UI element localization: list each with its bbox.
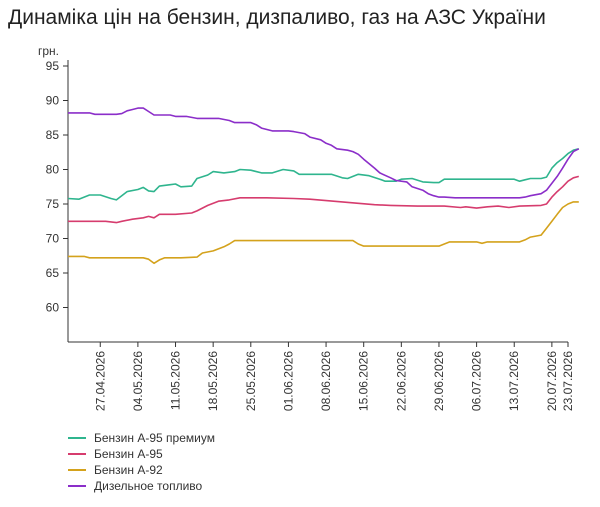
legend-label: Дизельное топливо: [94, 479, 203, 493]
x-tick-label: 08.06.2026: [319, 351, 333, 411]
legend-label: Бензин А-95 премиум: [94, 431, 215, 445]
chart-title: Динаміка цін на бензин, дизпаливо, газ н…: [8, 6, 546, 29]
legend-item: Бензин А-95: [68, 446, 215, 462]
x-tick-label: 15.06.2026: [357, 351, 371, 411]
y-tick-label: 95: [46, 59, 60, 73]
legend-label: Бензин А-95: [94, 447, 163, 461]
x-tick-label: 13.07.2026: [507, 351, 521, 411]
y-tick-label: 80: [46, 163, 60, 177]
series-line-3: [68, 201, 579, 265]
legend-item: Бензин А-92: [68, 462, 215, 478]
x-tick-label: 04.05.2026: [131, 351, 145, 411]
x-tick-label: 18.05.2026: [206, 351, 220, 411]
y-tick-label: 70: [46, 232, 60, 246]
legend-label: Бензин А-92: [94, 463, 163, 477]
x-tick-label: 06.07.2026: [470, 351, 484, 411]
legend-swatch: [68, 469, 86, 471]
y-tick-label: 90: [46, 94, 60, 108]
y-tick-label: 60: [46, 301, 60, 315]
legend-swatch: [68, 453, 86, 455]
series-lines: [67, 107, 580, 265]
chart-axes: [63, 60, 569, 347]
x-tick-label: 25.05.2026: [244, 351, 258, 411]
series-line-2: [68, 175, 580, 224]
tick-labels: 60 65 70 75 80 85 90 95 27.04.2026 04.05.2026 11.0…: [46, 59, 575, 411]
series-line-1: [67, 148, 580, 201]
x-tick-label: 23.07.2026: [561, 351, 575, 411]
y-tick-label: 65: [46, 266, 60, 280]
y-axis-unit-label: грн.: [38, 44, 59, 58]
legend-swatch: [68, 437, 86, 439]
legend-swatch: [68, 485, 86, 487]
line-chart: грн. 60 65 70 75 80 85 90 95 27.04.2026 04.05.202…: [38, 44, 580, 411]
legend: Бензин А-95 премиум Бензин А-95 Бензин А-9…: [68, 430, 215, 494]
x-tick-label: 11.05.2026: [169, 351, 183, 410]
x-tick-label: 27.04.2026: [93, 351, 107, 411]
x-tick-label: 29.06.2026: [432, 351, 446, 411]
x-tick-label: 20.07.2026: [545, 351, 559, 411]
series-line-4: [68, 107, 580, 199]
y-tick-label: 75: [46, 197, 60, 211]
x-tick-label: 01.06.2026: [281, 351, 295, 411]
legend-item: Бензин А-95 премиум: [68, 430, 215, 446]
x-tick-label: 22.06.2026: [394, 351, 408, 411]
legend-item: Дизельное топливо: [68, 478, 215, 494]
y-tick-label: 85: [46, 128, 60, 142]
